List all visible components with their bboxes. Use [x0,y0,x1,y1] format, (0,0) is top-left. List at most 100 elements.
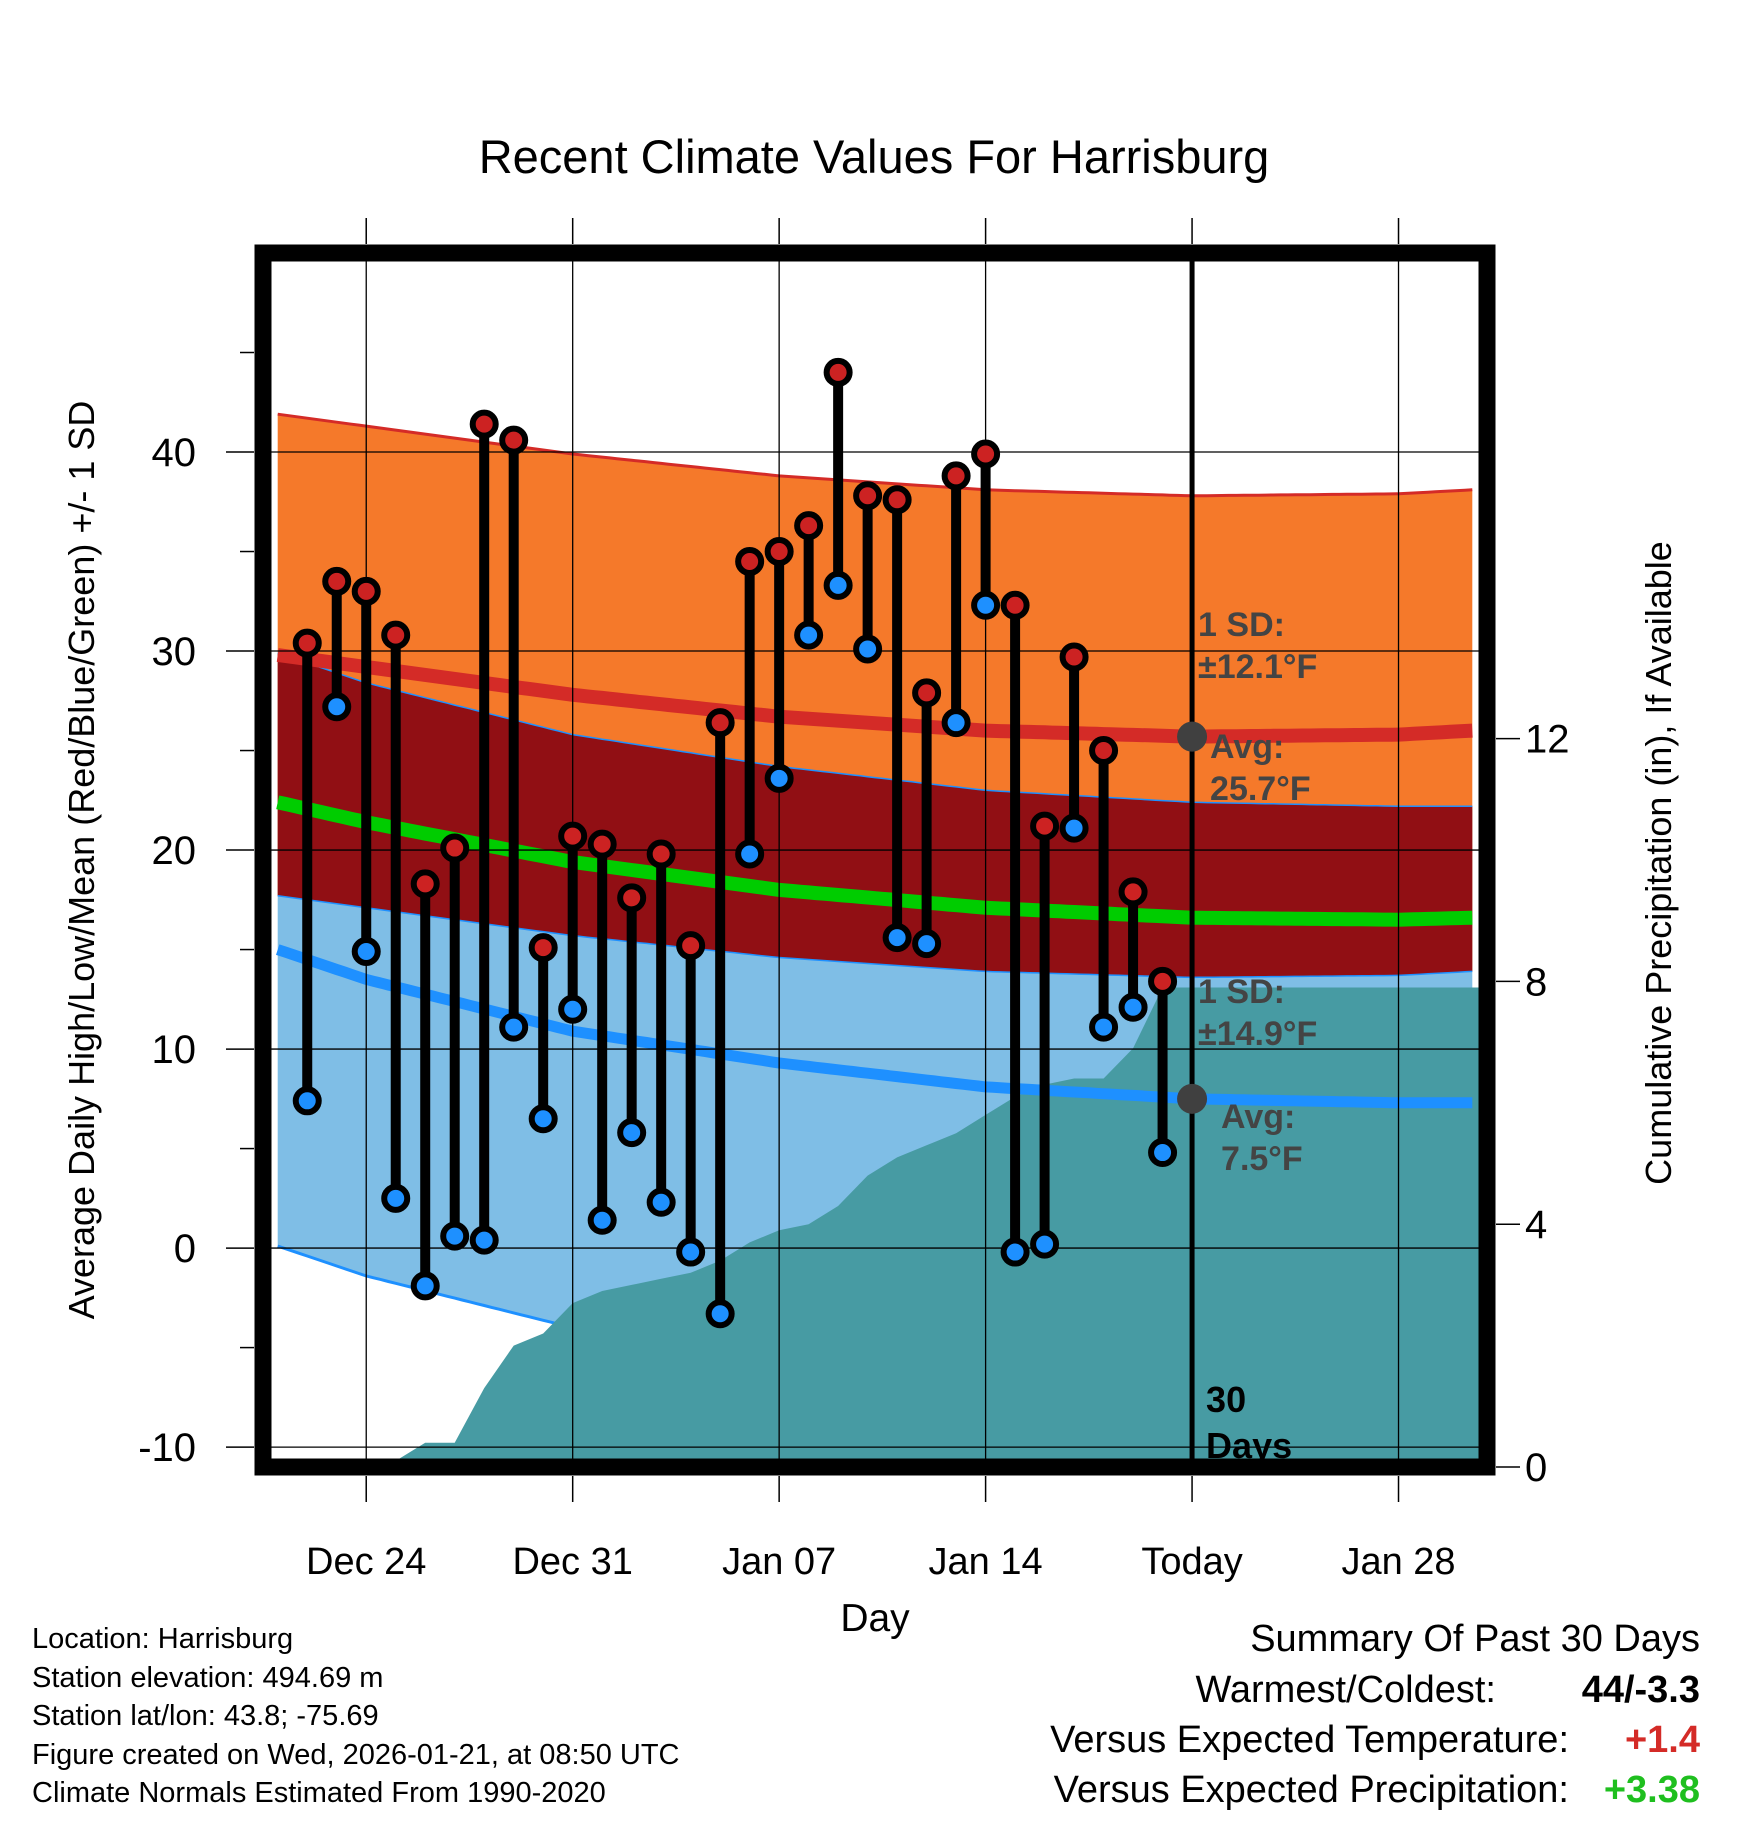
low-point [1118,992,1148,1022]
high-point [764,537,794,567]
high-avg-label: Avg: [1210,728,1284,766]
high-point [912,678,942,708]
high-point [617,883,647,913]
low-point [1000,1237,1030,1267]
y-tick-label-left: 40 [152,431,197,475]
x-tick-label: Dec 31 [512,1541,632,1583]
high-point [676,931,706,961]
high-point [528,933,558,963]
high-point [941,461,971,491]
low-point [617,1118,647,1148]
days-label: 30 [1206,1379,1246,1420]
low-point [499,1012,529,1042]
high-point [1089,736,1119,766]
avg-high-line [276,648,1473,744]
low-point [1059,813,1089,843]
summary-title: Summary Of Past 30 Days [1250,1618,1700,1660]
high-point [853,481,883,511]
high-lower-sd-line [277,895,1473,979]
high-point [1118,877,1148,907]
climate-normals: Climate Normals Estimated From 1990-2020 [32,1777,606,1809]
low-point [587,1205,617,1235]
high-point [1030,811,1060,841]
grid-lines [263,253,1487,1467]
high-sd-label: 1 SD: [1198,606,1285,644]
y-axis-left-label: Average Daily High/Low/Mean (Red/Blue/Gr… [61,401,102,1320]
y-tick-label-right: 0 [1525,1446,1547,1490]
high-point [587,829,617,859]
high-point [1059,642,1089,672]
high-point [735,546,765,576]
high-point [292,628,322,658]
high-point [705,708,735,738]
daily-values [292,357,1178,1329]
high-point [351,576,381,606]
high-point [381,620,411,650]
high-point [499,425,529,455]
low-point [1089,1012,1119,1042]
expected-temp-value: +1.4 [1624,1719,1700,1761]
low-point [794,620,824,650]
low-point [322,692,352,722]
high-point [469,409,499,439]
low-point [941,708,971,738]
low-point [1030,1229,1060,1259]
expected-temp-label: Versus Expected Temperature: [1050,1719,1569,1761]
axes: Dec 24 Dec 31 Jan 07 Jan 14 Today Jan 28 -10 0 1… [138,218,1570,1583]
low-avg-label: Avg: [1221,1098,1295,1136]
y-tick-label-right: 8 [1525,960,1547,1004]
low-avg-label: 7.5°F [1221,1140,1303,1178]
low-point [528,1104,558,1134]
station-latlon: Station lat/lon: 43.8; -75.69 [32,1700,379,1732]
high-point [410,869,440,899]
y-axis-right-label: Cumulative Precipitation (in), If Availa… [1638,541,1679,1185]
warmest-coldest-value: 44/-3.3 [1581,1669,1700,1711]
avg-low-line [276,944,1473,1109]
low-point [410,1271,440,1301]
x-axis-label: Day [840,1597,910,1640]
high-point [558,821,588,851]
high-point [440,833,470,863]
figure-created: Figure created on Wed, 2026-01-21, at 08… [32,1738,680,1771]
low-point [882,923,912,953]
low-point [440,1221,470,1251]
low-point [853,634,883,664]
low-point [705,1299,735,1329]
high-avg-label: 25.7°F [1210,770,1311,808]
low-point [823,570,853,600]
plot-frame [254,244,1496,1476]
low-point [971,590,1001,620]
x-tick-label: Jan 14 [929,1541,1043,1583]
low-point [764,763,794,793]
low-point [351,937,381,967]
station-info: Location: Harrisburg Station elevation: … [32,1620,680,1813]
x-tick-label: Today [1141,1541,1242,1583]
low-point [469,1225,499,1255]
high-point [794,511,824,541]
y-tick-label-right: 4 [1525,1203,1547,1247]
high-point [971,439,1001,469]
normal-annotations: 1 SD: ±12.1°F Avg: 25.7°F 1 SD: ±14.9°F Avg: 7.… [1177,606,1317,1178]
avg-low-today-marker [1177,1083,1208,1114]
high-point [1148,966,1178,996]
high-upper-sd-line [277,412,1473,498]
low-point [1148,1138,1178,1168]
low-point [735,839,765,869]
chart-title: Recent Climate Values For Harrisburg [479,130,1270,183]
y-tick-label-left: 30 [152,630,197,674]
y-tick-label-right: 12 [1525,718,1570,762]
high-point [1000,590,1030,620]
low-point [558,994,588,1024]
low-point [381,1183,411,1213]
high-point [322,566,352,596]
expected-precip-value: +3.38 [1603,1769,1700,1811]
x-tick-label: Jan 07 [722,1541,836,1583]
warmest-coldest-label: Warmest/Coldest: [1195,1669,1496,1711]
expected-precip-label: Versus Expected Precipitation: [1053,1769,1569,1811]
low-point [676,1237,706,1267]
low-point [646,1187,676,1217]
station-location: Location: Harrisburg [32,1623,294,1655]
x-tick-label: Dec 24 [306,1541,426,1583]
low-upper-sd-line [277,652,1473,808]
